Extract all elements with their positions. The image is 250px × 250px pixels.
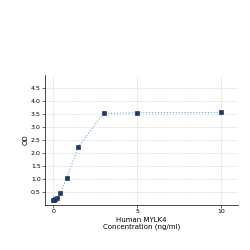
X-axis label: Human MYLK4
Concentration (ng/ml): Human MYLK4 Concentration (ng/ml): [103, 217, 180, 230]
Y-axis label: OD: OD: [22, 135, 28, 145]
